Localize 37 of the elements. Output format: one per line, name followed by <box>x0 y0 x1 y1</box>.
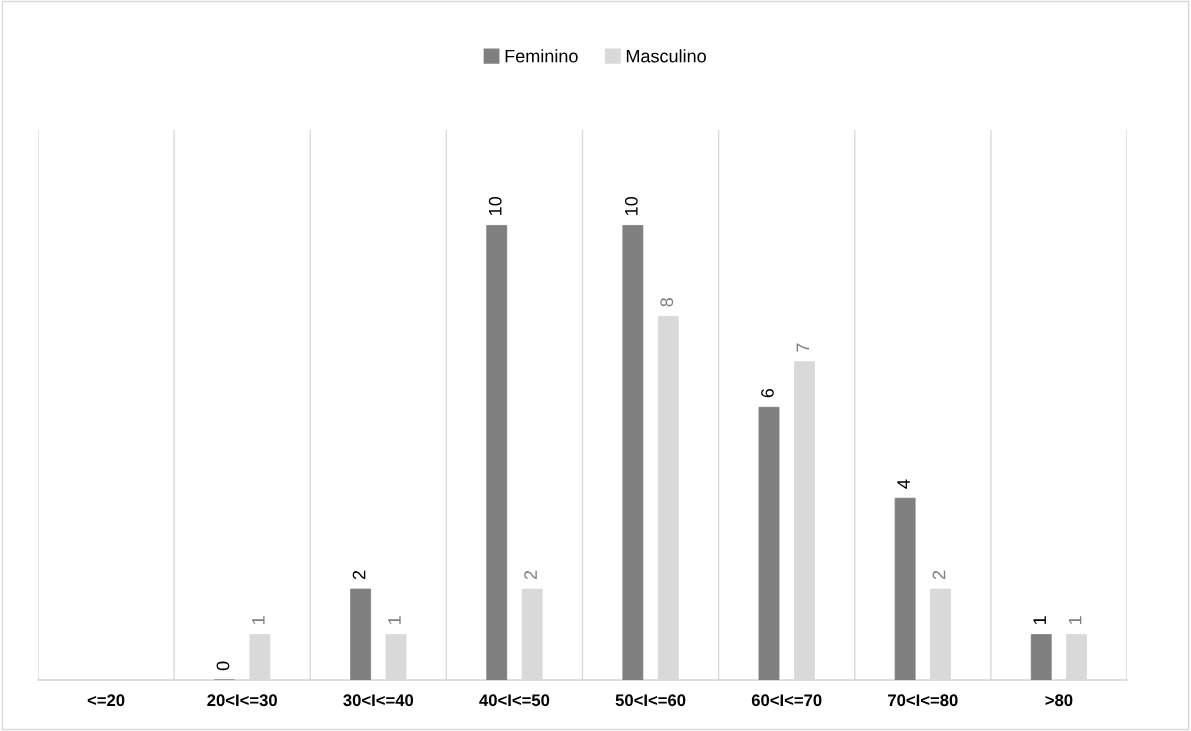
bar <box>793 361 815 680</box>
bar <box>385 634 407 680</box>
data-label: 6 <box>761 388 774 398</box>
data-label: 2 <box>932 570 946 580</box>
data-label: 2 <box>524 570 537 580</box>
data-label: 1 <box>252 616 265 625</box>
bar <box>622 225 644 680</box>
x-tick-label: 20<I<=30 <box>207 694 277 707</box>
x-tick-label: 50<I<=60 <box>615 694 686 707</box>
legend-label: Masculino <box>626 49 706 63</box>
data-label: 2 <box>352 570 366 580</box>
x-tick-label: 30<I<=40 <box>343 694 414 707</box>
bar <box>894 497 916 680</box>
data-label: 1 <box>1068 616 1082 625</box>
legend-label: Feminino <box>505 49 578 63</box>
x-tick-label: <=20 <box>87 694 125 707</box>
data-label: 10 <box>488 196 502 215</box>
bar <box>486 225 508 680</box>
bar <box>521 588 543 680</box>
x-tick-label: 70<I<=80 <box>888 694 958 707</box>
data-label: 4 <box>897 479 910 489</box>
x-tick-label: >80 <box>1045 694 1073 707</box>
data-label: 7 <box>796 343 810 352</box>
data-label: 1 <box>388 616 401 625</box>
bar <box>1030 634 1052 680</box>
data-label: 10 <box>624 196 638 215</box>
bar <box>350 588 372 680</box>
x-tick-label: 40<I<=50 <box>479 694 550 707</box>
bar <box>657 315 679 680</box>
bar <box>930 588 951 680</box>
data-label: 8 <box>660 298 674 307</box>
x-tick-label: 60<I<=70 <box>751 694 822 707</box>
data-label: 0 <box>216 661 230 671</box>
bar <box>758 406 780 680</box>
bar <box>1066 634 1088 680</box>
bar <box>249 634 271 680</box>
data-label: 1 <box>1033 616 1046 625</box>
